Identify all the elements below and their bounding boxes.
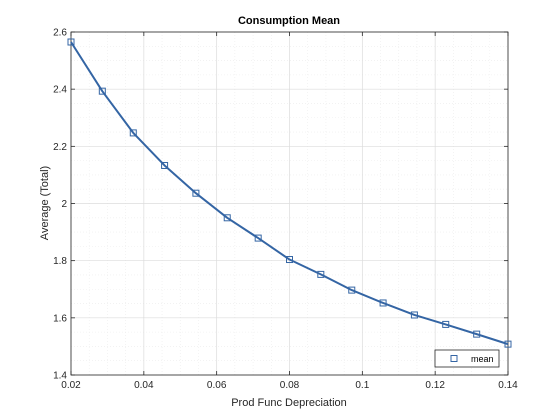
series-layer <box>67 38 512 348</box>
data-point <box>286 256 293 264</box>
chart-title: Consumption Mean <box>238 15 340 27</box>
x-tick-label: 0.02 <box>61 380 81 391</box>
x-tick-label: 0.08 <box>280 380 300 391</box>
y-axis-label: Average (Total) <box>39 166 51 240</box>
data-point <box>379 299 387 307</box>
data-point <box>442 320 450 328</box>
data-point <box>223 214 231 222</box>
y-tick-label: 2.2 <box>53 142 67 153</box>
y-tick-label: 2.6 <box>53 28 67 39</box>
x-tick-label: 0.1 <box>355 380 369 391</box>
data-point <box>254 234 262 242</box>
x-tick-label: 0.14 <box>498 380 518 391</box>
x-tick-label: 0.04 <box>134 380 154 391</box>
legend-box <box>434 349 500 368</box>
legend-label-mean: mean <box>471 354 494 364</box>
data-point <box>317 270 325 278</box>
x-axis-ticks: 0.02 0.04 0.06 0.08 0.1 0.12 0.14 <box>61 32 518 391</box>
data-point <box>504 340 512 348</box>
y-axis-ticks: 1.4 1.6 1.8 2 2.2 2.4 2.6 <box>53 28 508 382</box>
data-point <box>98 87 106 95</box>
y-tick-label: 2 <box>61 199 67 210</box>
legend-marker <box>450 355 458 362</box>
data-point <box>348 286 356 294</box>
data-point <box>129 129 137 137</box>
y-tick-label: 2.4 <box>53 85 67 96</box>
x-tick-label: 0.12 <box>425 380 445 391</box>
data-point <box>410 311 418 319</box>
y-tick-label: 1.4 <box>53 371 67 382</box>
y-tick-label: 1.6 <box>53 313 67 324</box>
y-tick-label: 1.8 <box>53 256 67 267</box>
data-point <box>67 38 75 46</box>
data-point <box>161 161 169 169</box>
x-tick-label: 0.06 <box>207 380 227 391</box>
data-point <box>473 330 481 338</box>
x-axis-label: Prod Func Depreciation <box>231 397 347 409</box>
data-point <box>192 189 200 197</box>
series-line-mean <box>70 41 509 346</box>
legend: mean <box>434 349 500 368</box>
